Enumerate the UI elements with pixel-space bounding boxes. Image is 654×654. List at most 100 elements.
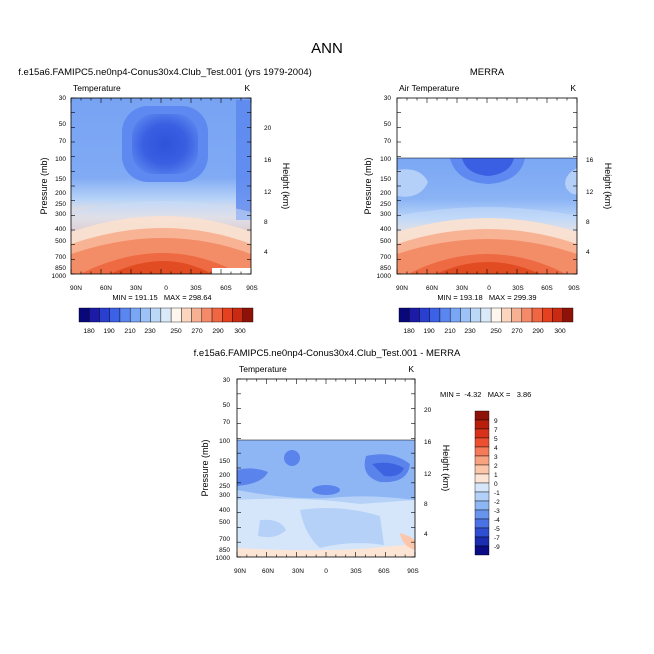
panel-model-variable: Temperature — [73, 83, 121, 93]
panel-diff: f.e15a6.FAMIPC5.ne0np4-Conus30x4.Club_Te… — [194, 348, 532, 575]
colorbar-swatch — [140, 307, 151, 323]
y2tick-label: 4 — [586, 249, 590, 256]
colorbar-label: 0 — [494, 481, 498, 488]
panel-diff-variable: Temperature — [239, 364, 287, 374]
ytick-label: 200 — [55, 190, 66, 197]
colorbar-swatch — [398, 307, 410, 323]
colorbar-label: 7 — [494, 427, 498, 434]
ytick-label: 400 — [380, 226, 391, 233]
xtick-label: 90S — [568, 285, 580, 292]
colorbar-label: 230 — [464, 328, 476, 335]
xtick-label: 0 — [324, 568, 328, 575]
colorbar-swatch — [562, 307, 574, 323]
colorbar-label: 4 — [494, 445, 498, 452]
xtick-label: 0 — [164, 285, 168, 292]
xtick-label: 30N — [130, 285, 142, 292]
colorbar-label: 3 — [494, 454, 498, 461]
colorbar-merra: 180 190 210 230 250 270 290 300 — [398, 307, 574, 335]
y2tick-label: 16 — [586, 157, 594, 164]
panel-diff-title: f.e15a6.FAMIPC5.ne0np4-Conus30x4.Club_Te… — [194, 348, 461, 359]
y2tick-label: 12 — [586, 189, 594, 196]
y2tick-label: 16 — [264, 157, 272, 164]
ytick-label: 1000 — [216, 555, 231, 562]
xtick-label: 0 — [487, 285, 491, 292]
colorbar-swatch — [474, 464, 490, 475]
colorbar-swatch — [474, 527, 490, 538]
ytick-label: 850 — [219, 547, 230, 554]
colorbar-model: 180 190 210 230 250 270 290 300 — [78, 307, 254, 335]
y2tick-label: 16 — [424, 439, 432, 446]
ytick-label: 250 — [219, 483, 230, 490]
colorbar-label: 230 — [144, 328, 156, 335]
ytick-label: 300 — [219, 492, 230, 499]
colorbar-swatch — [474, 482, 490, 493]
xtick-label: 90N — [396, 285, 408, 292]
colorbar-swatch — [191, 307, 203, 323]
colorbar-swatch — [474, 455, 490, 466]
y2tick-label: 8 — [586, 219, 590, 226]
xtick-label: 30S — [512, 285, 524, 292]
colorbar-swatch — [474, 536, 490, 547]
xtick-label: 60N — [100, 285, 112, 292]
panel-diff-units: K — [408, 364, 414, 374]
ytick-label: 100 — [380, 156, 391, 163]
panel-diff-y-ticks: 30 50 70 100 150 200 250 300 400 500 700… — [216, 377, 231, 562]
colorbar-swatch — [109, 307, 121, 323]
xtick-label: 60N — [262, 568, 274, 575]
panel-merra-ylabel: Pressure (mb) — [363, 157, 373, 214]
panel-model-stats: MIN = 191.15 MAX = 298.64 — [112, 293, 211, 302]
colorbar-swatch — [552, 307, 563, 323]
ytick-label: 1000 — [377, 273, 392, 280]
panel-model-x-ticks: 90N 60N 30N 0 30S 60S 90S — [70, 285, 258, 292]
colorbar-label: 180 — [83, 328, 95, 335]
y2tick-label: 4 — [424, 531, 428, 538]
panel-diff-y2label: Height (km) — [441, 445, 451, 492]
colorbar-swatch — [474, 428, 490, 439]
colorbar-swatch — [474, 437, 490, 448]
panel-diff-field — [237, 440, 415, 557]
panel-diff-x-ticks: 90N 60N 30N 0 30S 60S 90S — [234, 568, 419, 575]
colorbar-label: 250 — [490, 328, 502, 335]
colorbar-swatch — [474, 518, 490, 529]
colorbar-swatch — [474, 419, 490, 430]
panel-merra-y2-ticks: 16 12 8 4 — [586, 157, 594, 256]
colorbar-swatch — [480, 307, 492, 323]
colorbar-label: 300 — [234, 328, 246, 335]
xtick-label: 30N — [292, 568, 304, 575]
colorbar-swatch — [201, 307, 213, 323]
y2tick-label: 20 — [264, 125, 272, 132]
colorbar-label: -2 — [494, 499, 500, 506]
colorbar-swatch — [490, 307, 502, 323]
colorbar-label: -4 — [494, 517, 500, 524]
ytick-label: 700 — [380, 254, 391, 261]
colorbar-swatch — [460, 307, 471, 323]
colorbar-label: 1 — [494, 472, 498, 479]
panel-merra-title: MERRA — [470, 67, 505, 78]
colorbar-label: 190 — [423, 328, 435, 335]
ytick-label: 70 — [59, 138, 67, 145]
panel-model-y2label: Height (km) — [281, 163, 291, 210]
xtick-label: 60N — [426, 285, 438, 292]
xtick-label: 90S — [407, 568, 419, 575]
colorbar-swatch — [78, 307, 90, 323]
colorbar-swatch — [232, 307, 243, 323]
axis-tick-marks — [396, 97, 578, 275]
y2tick-label: 12 — [424, 471, 432, 478]
colorbar-swatch — [542, 307, 553, 323]
colorbar-merra-labels: 180 190 210 230 250 270 290 300 — [403, 328, 566, 335]
panel-merra-y2label: Height (km) — [603, 163, 613, 210]
ytick-label: 400 — [55, 226, 66, 233]
y2tick-label: 4 — [264, 249, 268, 256]
xtick-label: 60S — [541, 285, 553, 292]
xtick-label: 30S — [350, 568, 362, 575]
ytick-label: 850 — [55, 265, 66, 272]
panel-merra-units: K — [570, 83, 576, 93]
colorbar-label: 290 — [212, 328, 224, 335]
colorbar-swatch — [181, 307, 192, 323]
colorbar-label: -1 — [494, 490, 500, 497]
colorbar-label: 270 — [511, 328, 523, 335]
colorbar-swatch — [170, 307, 182, 323]
ytick-label: 700 — [219, 536, 230, 543]
colorbar-swatch — [222, 307, 233, 323]
